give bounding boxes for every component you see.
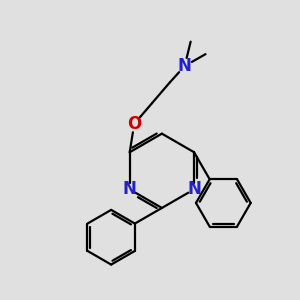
Text: N: N: [187, 180, 201, 198]
Text: N: N: [123, 180, 137, 198]
Text: O: O: [127, 115, 141, 133]
Text: N: N: [178, 57, 192, 75]
